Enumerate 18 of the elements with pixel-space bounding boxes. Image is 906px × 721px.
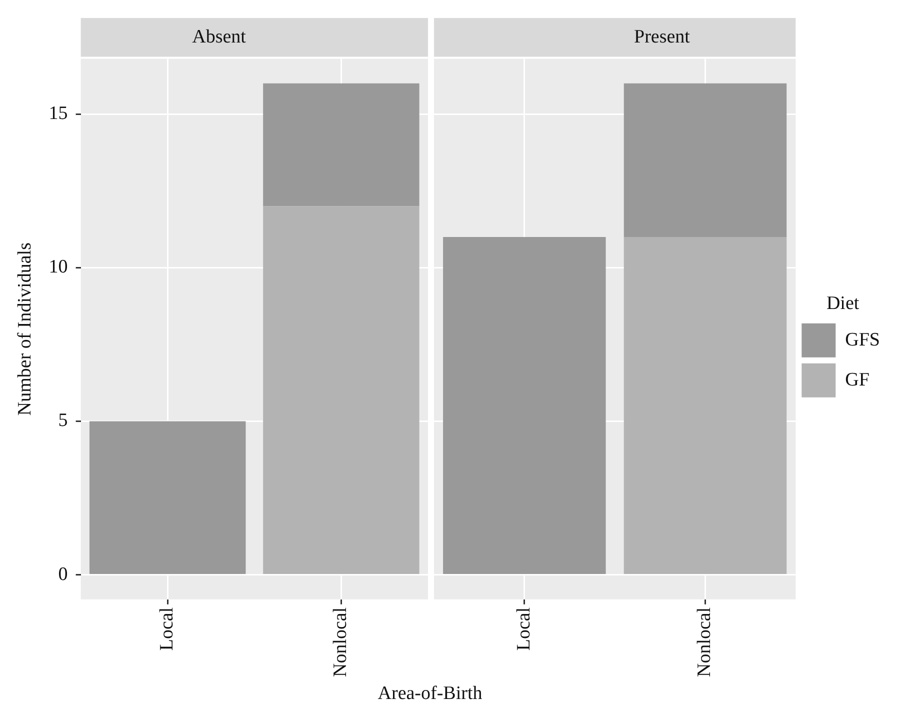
legend-label: GF bbox=[845, 369, 870, 390]
x-axis-title: Area-of-Birth bbox=[376, 683, 484, 705]
legend-label: GFS bbox=[845, 329, 880, 350]
bar bbox=[263, 206, 420, 574]
y-tick-label: 5 bbox=[58, 410, 68, 432]
chart-title: Absent bbox=[192, 26, 247, 48]
y-axis-title: Number of Individuals bbox=[14, 242, 36, 416]
y-tick-label: 15 bbox=[48, 103, 68, 124]
x-tick-label: Local bbox=[156, 607, 178, 651]
x-tick-label: Nonlocal bbox=[694, 607, 716, 678]
y-tick-label: 0 bbox=[58, 564, 68, 585]
y-tick-label: 10 bbox=[48, 256, 68, 278]
bar bbox=[263, 83, 420, 206]
bar bbox=[89, 421, 246, 574]
x-tick-label: Local bbox=[513, 607, 534, 651]
x-tick-label: Nonlocal bbox=[330, 607, 352, 678]
legend-title: Diet bbox=[826, 293, 860, 314]
chart-title: Present bbox=[634, 26, 691, 48]
